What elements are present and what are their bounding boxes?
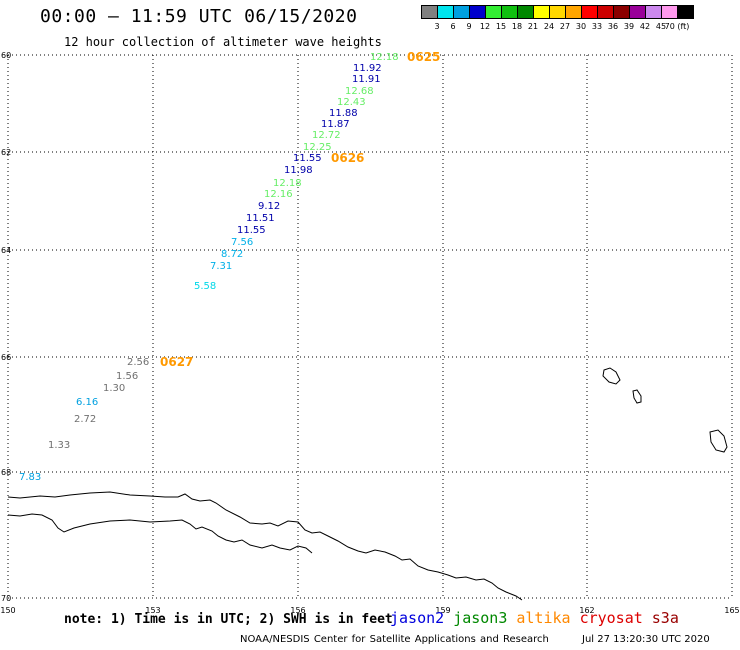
longitude-label: 153 (145, 606, 160, 615)
legend-label: 70 (ft) (664, 22, 690, 31)
wave-height-label: 12.43 (337, 97, 366, 108)
wave-height-label: 11.91 (352, 74, 381, 85)
time-tags: 0625 0626 0627 (160, 50, 440, 369)
footer-note: note: 1) Time is in UTC; 2) SWH is in fe… (64, 612, 393, 627)
wave-height-label: 11.98 (284, 165, 313, 176)
wave-height-label: 11.92 (353, 63, 382, 74)
latitude-label: 62 (1, 148, 11, 157)
satellite-name: altika (516, 609, 571, 627)
satellite-name: cryosat (579, 609, 643, 627)
wave-height-label: 1.56 (116, 371, 138, 382)
legend-label: 15 (495, 22, 507, 31)
legend-label: 24 (543, 22, 555, 31)
wave-height-label: 12.18 (273, 178, 302, 189)
wave-height-label: 11.55 (237, 225, 266, 236)
satellite-name: jason2 (390, 609, 445, 627)
legend-label: 27 (559, 22, 571, 31)
map-subtitle: 12 hour collection of altimeter wave hei… (64, 35, 382, 49)
legend-label: 9 (466, 22, 472, 31)
wave-height-label: 1.33 (48, 440, 70, 451)
wave-height-label: 12.16 (264, 189, 293, 200)
latitude-label: 70 (1, 594, 11, 603)
legend-label: 45 (655, 22, 667, 31)
satellite-name: jason3 (453, 609, 508, 627)
island-2 (632, 389, 642, 404)
latitude-label: 60 (1, 51, 11, 60)
wave-height-label: 5.58 (194, 281, 216, 292)
wave-height-label: 12.68 (345, 86, 374, 97)
coastline-mainland (7, 491, 523, 601)
wave-height-label: 7.56 (231, 237, 253, 248)
legend-label: 33 (591, 22, 603, 31)
coastline-inlet (7, 513, 313, 554)
wave-height-label: 2.72 (74, 414, 96, 425)
wave-height-label: 7.83 (19, 472, 41, 483)
wave-height-label: 11.88 (329, 108, 358, 119)
credit-line: NOAA/NESDIS Center for Satellite Applica… (240, 634, 549, 645)
wave-height-label: 2.56 (127, 357, 149, 368)
wave-height-label: 12.25 (303, 142, 332, 153)
longitude-label: 162 (579, 606, 594, 615)
legend-label: 30 (575, 22, 587, 31)
longitude-label: 156 (290, 606, 305, 615)
pass-time-tag: 0627 (160, 355, 193, 369)
pass-time-tag: 0625 (407, 50, 440, 64)
generation-timestamp: Jul 27 13:20:30 UTC 2020 (582, 634, 710, 645)
wave-height-label: 12.18 (370, 52, 399, 63)
legend-label: 21 (527, 22, 539, 31)
wave-height-label: 11.87 (321, 119, 350, 130)
legend-label: 12 (479, 22, 491, 31)
pass-time-tag: 0626 (331, 151, 364, 165)
latitude-label: 68 (1, 468, 11, 477)
color-legend-labels: 3 6 9 12 15 18 21 24 27 30 33 36 39 42 45 70 (ft) (421, 22, 740, 34)
wave-height-label: 7.31 (210, 261, 232, 272)
legend-label: 18 (511, 22, 523, 31)
legend-label: 36 (607, 22, 619, 31)
wave-height-label: 8.72 (221, 249, 243, 260)
satellite-legend: jason2 jason3 altika cryosat s3a (390, 609, 679, 627)
wave-height-label: 11.51 (246, 213, 275, 224)
satellite-name: s3a (651, 609, 679, 627)
wave-height-label: 11.55 (293, 153, 322, 164)
legend-swatch (677, 5, 694, 19)
longitude-label: 165 (724, 606, 739, 615)
longitude-label: 150 (0, 606, 15, 615)
island-1 (602, 367, 621, 385)
wave-height-label: 1.30 (103, 383, 125, 394)
wave-height-label: 9.12 (258, 201, 280, 212)
color-legend (421, 5, 694, 19)
map-title: 00:00 – 11:59 UTC 06/15/2020 (40, 6, 358, 27)
island-3 (709, 429, 728, 453)
wave-height-label: 6.16 (76, 397, 98, 408)
longitude-label: 159 (435, 606, 450, 615)
legend-label: 39 (623, 22, 635, 31)
observation-labels: 12.1811.9211.9112.6812.4311.8811.8712.72… (19, 52, 399, 483)
latitude-label: 64 (1, 246, 11, 255)
legend-label: 6 (450, 22, 456, 31)
graticule: 60 62 64 66 68 70 150 153 156 159 162 165 (0, 51, 739, 615)
legend-label: 3 (434, 22, 440, 31)
wave-height-label: 12.72 (312, 130, 341, 141)
latitude-label: 66 (1, 353, 11, 362)
legend-label: 42 (639, 22, 651, 31)
coastline (7, 367, 728, 601)
